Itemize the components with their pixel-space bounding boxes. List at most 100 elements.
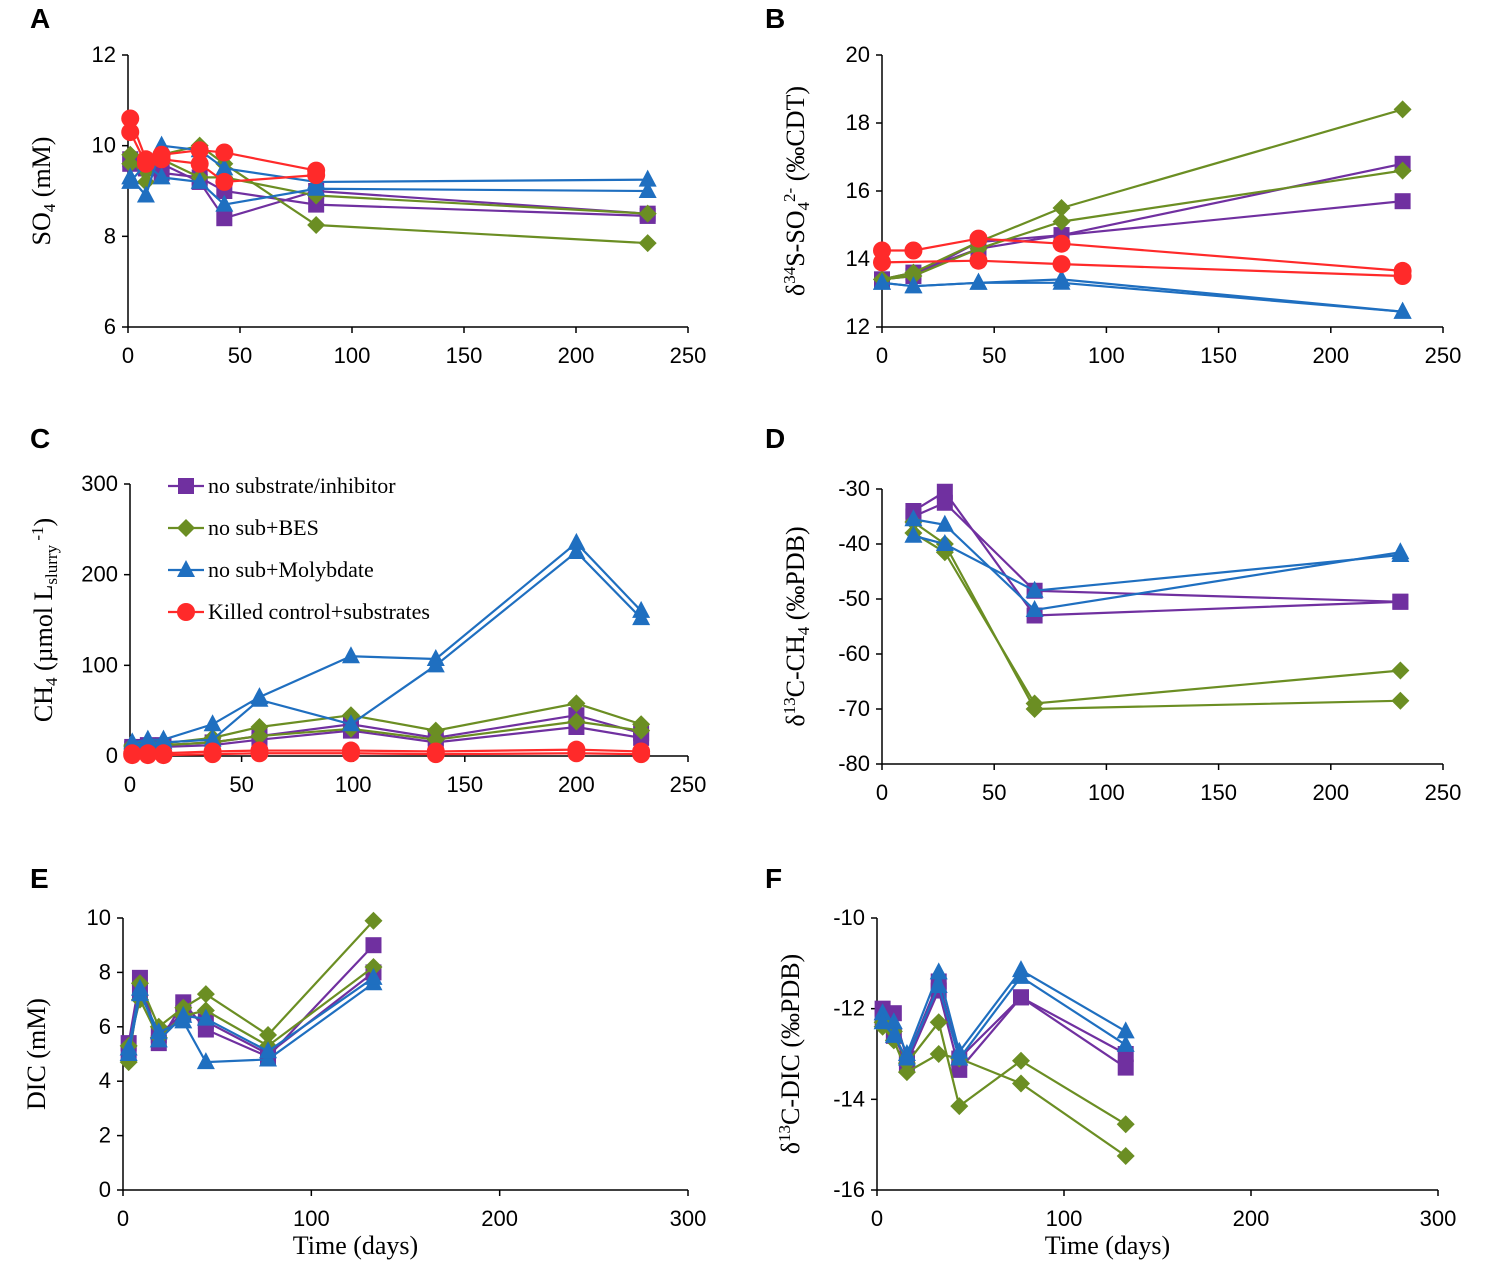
data-point xyxy=(1393,267,1412,285)
data-point xyxy=(123,746,142,765)
x-tick-label: 200 xyxy=(1312,343,1349,368)
data-point xyxy=(904,525,923,543)
x-tick-label: 0 xyxy=(124,772,136,797)
x-tick-label: 300 xyxy=(670,1206,707,1231)
data-point xyxy=(1116,1115,1135,1134)
y-tick-label: 6 xyxy=(99,1014,111,1039)
data-point xyxy=(136,172,155,191)
y-tick-label: -30 xyxy=(838,476,870,501)
series-no-sub-bes xyxy=(904,524,1410,713)
data-point xyxy=(1116,1147,1135,1165)
panel-letter: B xyxy=(765,3,785,34)
panel-f: F -16 -14 -12 -10 0 100 200 300 δ13C-DIC (‰PDB) Ti… xyxy=(765,863,1456,1260)
panel-letter: E xyxy=(30,863,49,894)
x-tick-label: 100 xyxy=(293,1206,330,1231)
y-tick-label: 2 xyxy=(99,1123,111,1148)
data-point xyxy=(215,158,234,176)
data-point xyxy=(364,957,383,976)
data-point xyxy=(936,494,953,511)
series-killed-control-substrates xyxy=(873,251,1412,285)
panel-d: D -80 -70 -60 -50 -40 -30 0 50 100 150 200 250 δ13C-C… xyxy=(765,423,1461,805)
x-tick-label: 50 xyxy=(982,780,1006,805)
x-tick-label: 100 xyxy=(1046,1206,1083,1231)
y-tick-label: 4 xyxy=(99,1068,111,1093)
y-tick-label: 12 xyxy=(846,314,870,339)
data-point xyxy=(259,1025,278,1044)
y-tick-label: -70 xyxy=(838,696,870,721)
data-point xyxy=(567,744,586,763)
y-tick-label: -80 xyxy=(838,751,870,776)
x-tick-label: 100 xyxy=(1088,343,1125,368)
x-tick-label: 50 xyxy=(229,772,253,797)
data-point xyxy=(632,608,651,626)
data-point xyxy=(1025,600,1044,617)
panel-a: A 6 8 10 12 0 50 100 150 200 250 SO4 (mM) xyxy=(27,3,706,368)
data-point xyxy=(152,167,171,185)
data-point xyxy=(1392,593,1409,610)
series-no-substrate-inhibitor xyxy=(874,973,1134,1067)
x-tick-label: 150 xyxy=(446,343,483,368)
data-point xyxy=(1011,1074,1030,1093)
series-no-sub-bes xyxy=(873,161,1412,289)
x-tick-label: 250 xyxy=(670,772,707,797)
series-no-sub-molybdate xyxy=(904,525,1410,598)
data-point xyxy=(190,141,209,160)
data-point xyxy=(1012,989,1029,1006)
y-tick-label: 0 xyxy=(106,743,118,768)
data-point xyxy=(196,985,215,1004)
x-tick-label: 200 xyxy=(558,772,595,797)
data-point xyxy=(951,1061,968,1078)
x-tick-label: 250 xyxy=(1425,343,1462,368)
data-point xyxy=(929,976,948,993)
y-tick-label: 100 xyxy=(81,652,118,677)
y-tick-label: 14 xyxy=(846,246,870,271)
x-tick-label: 300 xyxy=(1420,1206,1457,1231)
data-point xyxy=(341,646,360,664)
data-point xyxy=(341,744,360,763)
y-axis-label: δ13C-DIC (‰PDB) xyxy=(775,954,805,1154)
data-point xyxy=(1052,272,1071,290)
y-tick-label: 18 xyxy=(846,110,870,135)
data-point xyxy=(873,272,891,290)
data-point xyxy=(1011,966,1030,984)
data-point xyxy=(969,229,988,248)
data-point xyxy=(364,911,383,930)
data-point xyxy=(567,694,586,713)
data-point xyxy=(341,714,360,732)
y-axis-label: SO4 (mM) xyxy=(27,137,59,246)
y-tick-label: 8 xyxy=(99,959,111,984)
data-point xyxy=(638,169,657,187)
x-axis-label: Time (days) xyxy=(1045,1231,1170,1260)
data-point xyxy=(196,1052,215,1070)
x-tick-label: 200 xyxy=(1312,780,1349,805)
data-point xyxy=(1391,691,1410,710)
data-point xyxy=(1116,1021,1135,1039)
data-point xyxy=(1393,161,1412,180)
series-no-sub-molybdate xyxy=(873,966,1135,1066)
legend-label: no sub+Molybdate xyxy=(208,557,374,582)
data-point xyxy=(250,727,269,746)
data-point xyxy=(638,204,657,223)
series-line xyxy=(912,521,1401,711)
panel-letter: C xyxy=(30,423,50,454)
x-tick-label: 250 xyxy=(1425,780,1462,805)
data-point xyxy=(873,1012,892,1030)
y-tick-label: -12 xyxy=(833,996,865,1021)
data-point xyxy=(308,196,325,213)
y-axis-label: CH4 (µmol Lslurry -1) xyxy=(28,518,61,722)
y-tick-label: 0 xyxy=(99,1177,111,1202)
data-point xyxy=(364,967,383,985)
data-point xyxy=(119,1038,138,1056)
data-point xyxy=(121,154,140,173)
series-line xyxy=(881,259,1403,278)
data-point xyxy=(935,514,954,532)
series-line xyxy=(912,490,1401,617)
series-line xyxy=(913,534,1401,592)
series-line xyxy=(881,169,1403,281)
data-point xyxy=(259,1041,278,1059)
data-point xyxy=(1117,1059,1134,1076)
legend-marker xyxy=(178,478,194,494)
data-point xyxy=(897,1063,916,1082)
legend-label: no substrate/inhibitor xyxy=(208,473,396,498)
panel-letter: F xyxy=(765,863,782,894)
